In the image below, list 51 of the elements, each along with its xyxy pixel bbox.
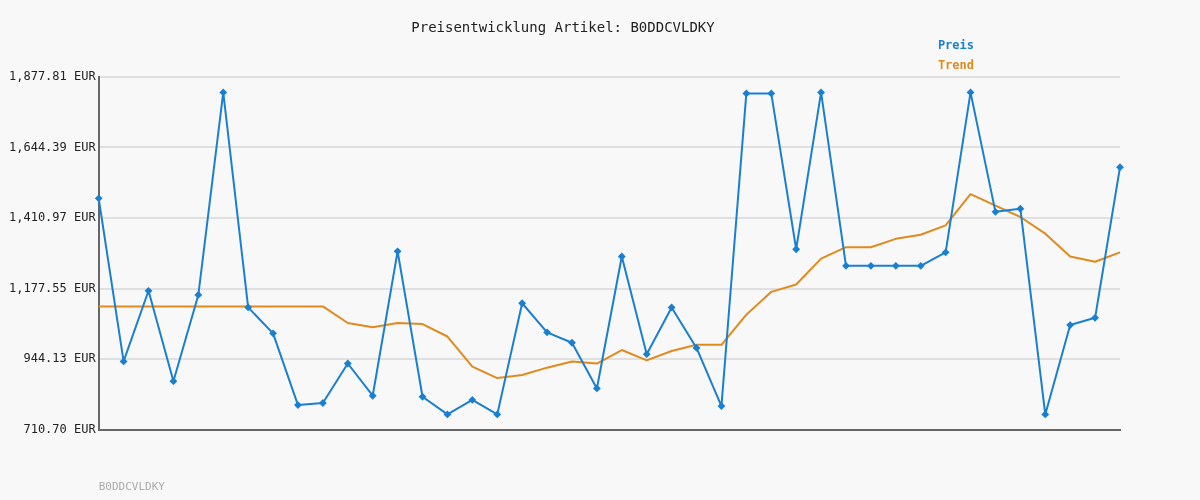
point xyxy=(394,247,402,255)
point xyxy=(169,377,177,385)
point xyxy=(194,291,202,299)
y-tick-label: 1,877.81 EUR xyxy=(8,68,97,83)
point xyxy=(842,262,850,270)
point xyxy=(668,303,676,311)
point xyxy=(419,393,427,401)
point xyxy=(717,402,725,410)
point xyxy=(867,262,875,270)
point xyxy=(693,344,701,352)
point xyxy=(568,339,576,347)
point xyxy=(618,253,626,260)
point xyxy=(219,88,227,96)
point xyxy=(319,399,327,407)
point xyxy=(244,303,252,311)
point xyxy=(767,89,775,97)
point xyxy=(1016,205,1024,213)
y-tick-label: 944.13 EUR xyxy=(23,351,97,366)
point xyxy=(967,88,975,96)
point xyxy=(817,88,825,96)
point xyxy=(917,262,925,270)
y-tick-label: 1,177.55 EUR xyxy=(8,280,97,295)
y-tick-label: 1,644.39 EUR xyxy=(8,139,97,154)
point xyxy=(344,360,352,368)
y-tick-label: 1,410.97 EUR xyxy=(8,210,97,225)
point xyxy=(294,401,302,409)
point xyxy=(593,384,601,392)
point xyxy=(543,328,551,336)
y-tick-label: 710.70 EUR xyxy=(23,422,97,437)
point xyxy=(145,287,153,295)
text: Preis xyxy=(937,38,974,53)
point xyxy=(443,410,451,418)
point xyxy=(1066,321,1074,329)
chart-title: Preisentwicklung Artikel: B0DDCVLDKY xyxy=(411,19,716,36)
text: B0DDCVLDKY xyxy=(98,479,166,493)
point xyxy=(1116,163,1124,171)
point xyxy=(991,208,999,216)
point xyxy=(468,396,476,404)
text: Trend xyxy=(937,58,974,73)
point xyxy=(742,89,750,97)
point xyxy=(892,262,900,270)
point xyxy=(120,357,128,365)
point xyxy=(518,299,526,307)
point xyxy=(643,350,651,358)
point xyxy=(369,392,377,400)
point xyxy=(493,410,501,418)
point xyxy=(1091,314,1099,322)
point xyxy=(942,248,950,256)
point xyxy=(792,245,800,253)
point xyxy=(269,329,277,337)
point xyxy=(95,194,103,202)
